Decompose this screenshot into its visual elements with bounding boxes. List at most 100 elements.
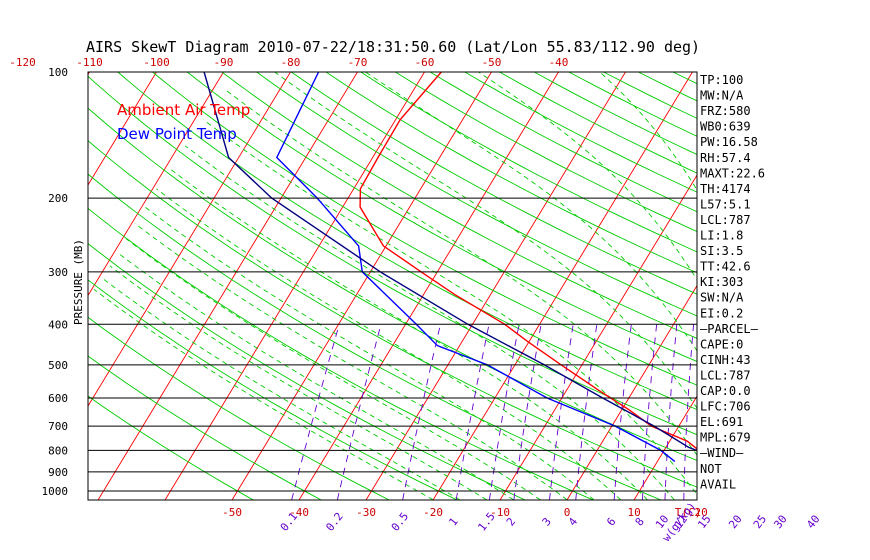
dry-adiabat-line [88, 279, 458, 500]
y-axis-label: PRESSURE (MB) [72, 239, 85, 325]
mixing-ratio-line [455, 324, 490, 500]
dry-adiabat-line [88, 316, 390, 500]
mixing-ratio-label: 0.5 [389, 510, 411, 534]
index-value: NOT [700, 462, 722, 476]
dry-adiabat-line [88, 395, 254, 500]
top-temp-tick-label: -70 [348, 56, 368, 69]
mixing-ratio-line [513, 324, 542, 500]
moist-adiabat-line [156, 188, 622, 500]
top-temp-tick-label: -120 [9, 56, 36, 69]
dry-adiabat-line [186, 72, 697, 362]
dry-adiabat-line [672, 72, 697, 85]
pressure-tick-label: 800 [48, 444, 68, 457]
moist-adiabat-line [117, 252, 514, 500]
isotherm-line [231, 72, 493, 500]
dry-adiabat-line [88, 107, 697, 462]
temperature-profile-line [359, 72, 697, 450]
index-value: EL:691 [700, 415, 743, 429]
pressure-tick-label: 100 [48, 66, 68, 79]
dry-adiabat-line [117, 72, 697, 411]
index-value: LI:1.8 [700, 229, 743, 243]
labels: AIRS SkewT Diagram 2010-07-22/18:31:50.6… [9, 38, 822, 544]
legend-entry: Dew Point Temp [117, 125, 237, 143]
mixing-ratio-label: 25 [751, 513, 769, 531]
pressure-tick-label: 700 [48, 420, 68, 433]
index-value: LFC:706 [700, 400, 751, 414]
moist-adiabat-line [365, 72, 697, 352]
dewpoint-profile-line [275, 72, 676, 462]
dry-adiabat-line [463, 72, 697, 193]
plot-frame [87, 71, 698, 501]
moist-adiabat-line [478, 72, 697, 281]
dry-adiabat-line [221, 72, 697, 339]
top-temp-tick-label: -40 [549, 56, 569, 69]
mixing-ratio-label: 15 [695, 513, 713, 531]
top-temp-tick-label: -90 [214, 56, 234, 69]
isotherm-line [499, 174, 697, 500]
index-value: KI:303 [700, 275, 743, 289]
pressure-tick-label: 1000 [42, 485, 69, 498]
index-value: EI:0.2 [700, 306, 743, 320]
pressure-tick-label: 900 [48, 466, 68, 479]
dry-adiabat-line [429, 72, 697, 213]
isotherm-line [566, 284, 697, 500]
index-value: —PARCEL— [700, 322, 759, 336]
mixing-ratio-line [575, 324, 598, 500]
moist-adiabat-line [93, 288, 434, 500]
dry-adiabat-line [533, 72, 697, 155]
moist-adiabat-line [125, 238, 541, 500]
dry-adiabat-line [88, 355, 322, 500]
index-value: TP:100 [700, 73, 743, 87]
profile-lines [203, 72, 697, 462]
dry-adiabat-line [88, 140, 697, 488]
isotherm-line [97, 72, 359, 500]
mixing-ratio-label: 20 [726, 513, 744, 531]
index-value: MPL:679 [700, 431, 751, 445]
mixing-ratio-line [811, 324, 816, 500]
index-value: MW:N/A [700, 89, 744, 103]
index-value: CINH:43 [700, 353, 751, 367]
legend-entry: Ambient Air Temp [117, 101, 250, 119]
mixing-ratio-line [291, 324, 340, 500]
index-value: LCL:787 [700, 368, 751, 382]
isotherm-line [298, 72, 560, 500]
mixing-ratio-line [488, 324, 520, 500]
isotherm-line [88, 72, 292, 407]
dry-adiabat-line [359, 72, 697, 253]
bottom-temp-tick-label: -30 [356, 506, 376, 519]
top-temp-tick-label: -100 [143, 56, 170, 69]
index-value: MAXT:22.6 [700, 166, 765, 180]
pressure-tick-label: 600 [48, 392, 68, 405]
moist-adiabat-line [203, 119, 697, 496]
dry-adiabat-line [498, 72, 697, 174]
mixing-ratio-label: 4 [566, 515, 581, 529]
mixing-ratio-label: 6 [604, 515, 618, 528]
dry-adiabat-line [290, 72, 697, 295]
dry-adiabat-line [325, 72, 697, 274]
mixing-ratio-label: 1 [446, 515, 460, 528]
index-value: PW:16.58 [700, 135, 758, 149]
mixing-ratio-label: 3 [540, 515, 554, 528]
bottom-temp-tick-label: -10 [490, 506, 510, 519]
top-temp-tick-label: -110 [76, 56, 103, 69]
top-temp-tick-label: -80 [281, 56, 301, 69]
isotherm-line [768, 63, 870, 500]
dry-adiabat-line [88, 75, 697, 436]
dry-adiabat-line [88, 173, 661, 500]
index-value: AVAIL [700, 477, 736, 491]
pressure-tick-label: 200 [48, 192, 68, 205]
isotherm-line [365, 72, 627, 500]
pressure-tick-label: 500 [48, 359, 68, 372]
isotherm-line [88, 72, 158, 186]
pressure-tick-label: 400 [48, 318, 68, 331]
parcel-profile-line [203, 72, 697, 452]
isotherm-line [0, 63, 28, 500]
mixing-ratio-line [762, 324, 764, 500]
pressure-tick-label: 300 [48, 266, 68, 279]
mixing-ratio-line [781, 324, 783, 500]
mixing-ratio-label: 30 [771, 513, 789, 531]
mixing-ratio-label: 40 [804, 513, 822, 531]
moist-adiabat-line [144, 206, 595, 500]
isotherm-line [164, 72, 426, 500]
index-value: SI:3.5 [700, 244, 743, 258]
